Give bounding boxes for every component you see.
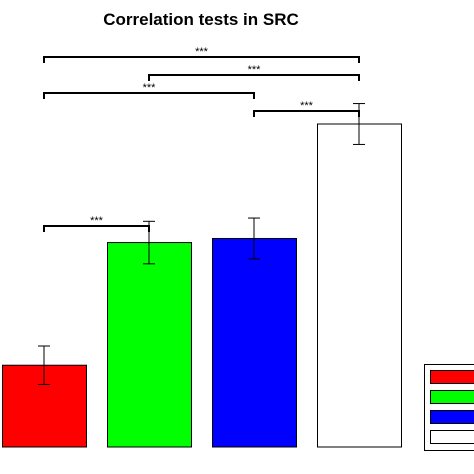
significance-label-2: *** (248, 64, 262, 76)
legend-swatch-3 (430, 410, 474, 424)
bar-1 (2, 364, 87, 448)
significance-bracket-5 (43, 225, 150, 232)
legend-swatch-4 (430, 430, 474, 444)
bar-4 (317, 123, 402, 448)
legend-swatch-2 (430, 390, 474, 404)
chart-title: Correlation tests in SRC (103, 10, 299, 29)
significance-label-3: *** (143, 82, 157, 94)
bar-3 (212, 237, 297, 448)
legend-swatch-1 (430, 370, 474, 384)
significance-bracket-3 (43, 92, 255, 99)
significance-bracket-1 (43, 56, 360, 63)
significance-label-4: *** (300, 100, 314, 112)
bar-2 (107, 242, 192, 448)
significance-label-5: *** (90, 215, 104, 227)
significance-label-1: *** (195, 46, 209, 58)
significance-bracket-2 (148, 74, 360, 81)
significance-bracket-4 (253, 110, 360, 117)
